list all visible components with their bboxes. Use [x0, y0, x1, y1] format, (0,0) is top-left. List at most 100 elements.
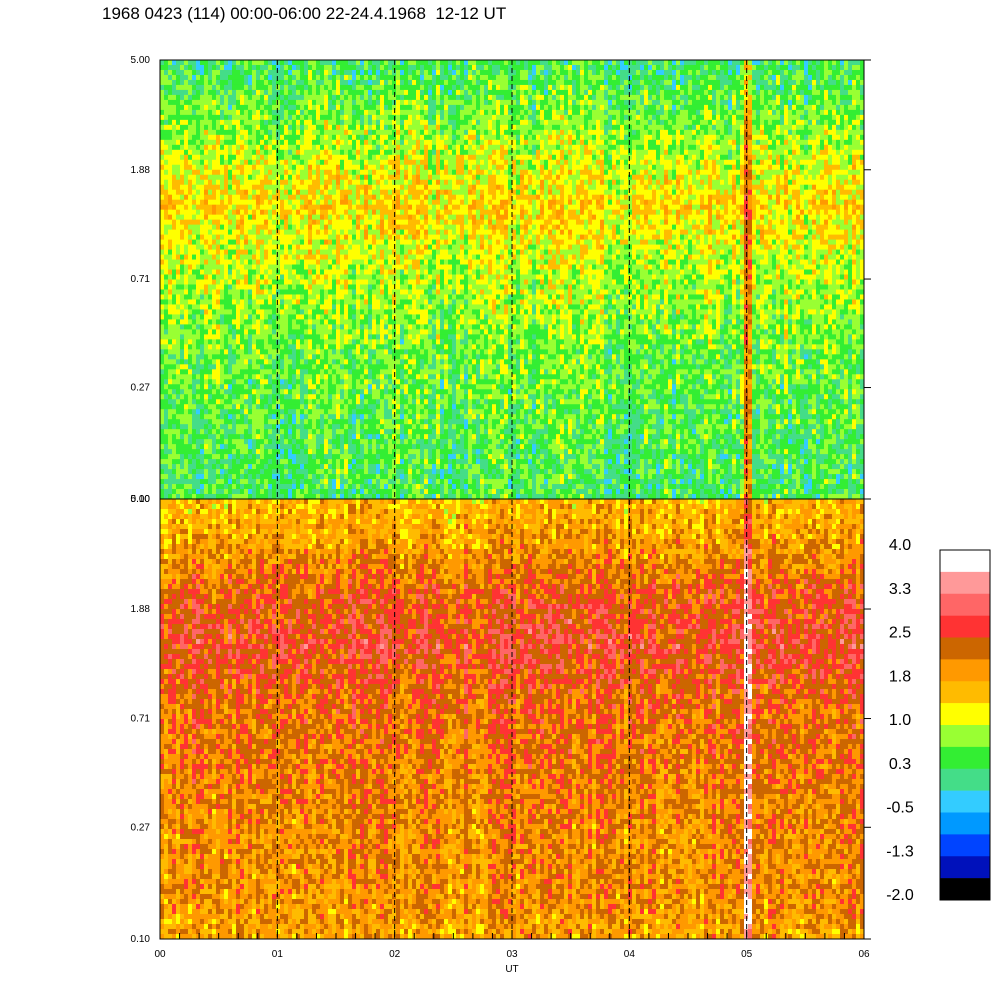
heat-cell [208, 429, 213, 435]
heat-cell [208, 319, 213, 325]
heat-cell [252, 219, 257, 226]
heat-cell [220, 309, 225, 315]
heat-cell [340, 459, 345, 465]
heat-cell [276, 104, 281, 111]
heat-cell [380, 419, 385, 425]
heat-cell [240, 94, 245, 101]
heat-cell [160, 184, 165, 191]
heat-cell [176, 484, 181, 490]
heat-cell [320, 349, 325, 355]
heat-cell [348, 134, 353, 141]
heat-cell [272, 214, 277, 221]
heat-cell [324, 349, 329, 355]
heat-cell [300, 224, 305, 231]
heat-cell [192, 279, 197, 285]
heat-cell [328, 94, 333, 101]
heat-cell [292, 289, 297, 295]
heat-cell [308, 304, 313, 310]
heat-cell [276, 474, 281, 480]
heat-cell [276, 259, 281, 265]
heat-cell [228, 104, 233, 111]
heat-cell [312, 169, 317, 176]
heat-cell [160, 129, 165, 136]
heat-cell [244, 299, 249, 305]
heat-cell [176, 109, 181, 116]
heat-cell [384, 329, 389, 335]
heat-cell [304, 469, 309, 475]
heat-cell [160, 204, 165, 211]
heat-cell [288, 354, 293, 360]
heat-cell [300, 179, 305, 186]
heat-cell [340, 424, 345, 430]
heat-cell [236, 124, 241, 131]
heat-cell [260, 419, 265, 425]
heat-cell [328, 149, 333, 156]
heat-cell [324, 124, 329, 131]
heat-cell [376, 164, 381, 171]
heat-cell [336, 319, 341, 325]
heat-cell [352, 339, 357, 345]
heat-cell [340, 184, 345, 191]
heat-cell [184, 99, 189, 106]
heat-cell [240, 494, 245, 499]
heat-cell [216, 269, 221, 275]
heat-cell [164, 254, 169, 260]
heat-cell [340, 214, 345, 221]
heat-cell [376, 259, 381, 265]
heat-cell [176, 244, 181, 250]
heat-cell [208, 279, 213, 285]
heat-cell [384, 334, 389, 340]
heat-cell [324, 404, 329, 410]
heat-cell [364, 289, 369, 295]
heat-cell [204, 109, 209, 116]
heat-cell [252, 469, 257, 475]
heat-cell [316, 244, 321, 250]
heat-cell [368, 459, 373, 465]
heat-cell [376, 369, 381, 375]
heat-cell [168, 454, 173, 460]
heat-cell [288, 219, 293, 226]
heat-cell [264, 134, 269, 141]
heat-cell [272, 144, 277, 151]
heat-cell [324, 319, 329, 325]
heat-cell [192, 374, 197, 380]
heat-cell [172, 119, 177, 126]
heat-cell [276, 149, 281, 156]
heat-cell [220, 289, 225, 295]
heat-cell [332, 149, 337, 156]
heat-cell [336, 294, 341, 300]
heat-cell [272, 489, 277, 495]
heat-cell [200, 204, 205, 211]
heat-cell [352, 239, 357, 245]
heat-cell [268, 369, 273, 375]
heat-cell [268, 264, 273, 270]
heat-cell [208, 339, 213, 345]
heat-cell [352, 434, 357, 440]
heat-cell [348, 389, 353, 395]
heat-cell [164, 464, 169, 470]
heat-cell [236, 144, 241, 151]
heat-cell [372, 74, 377, 81]
heat-cell [340, 429, 345, 435]
heat-cell [172, 104, 177, 111]
heat-cell [196, 379, 201, 385]
heat-cell [272, 234, 277, 240]
heat-cell [372, 209, 377, 216]
heat-cell [212, 299, 217, 305]
heat-cell [160, 89, 165, 96]
heat-cell [276, 60, 281, 66]
heat-cell [348, 349, 353, 355]
heat-cell [228, 454, 233, 460]
heat-cell [328, 489, 333, 495]
heat-cell [208, 494, 213, 499]
heat-cell [300, 184, 305, 191]
heat-cell [164, 489, 169, 495]
heat-cell [268, 424, 273, 430]
heat-cell [256, 219, 261, 226]
heat-cell [380, 284, 385, 290]
heat-cell [356, 219, 361, 226]
heat-cell [276, 459, 281, 465]
heat-cell [356, 244, 361, 250]
heat-cell [192, 74, 197, 81]
heat-cell [324, 494, 329, 499]
